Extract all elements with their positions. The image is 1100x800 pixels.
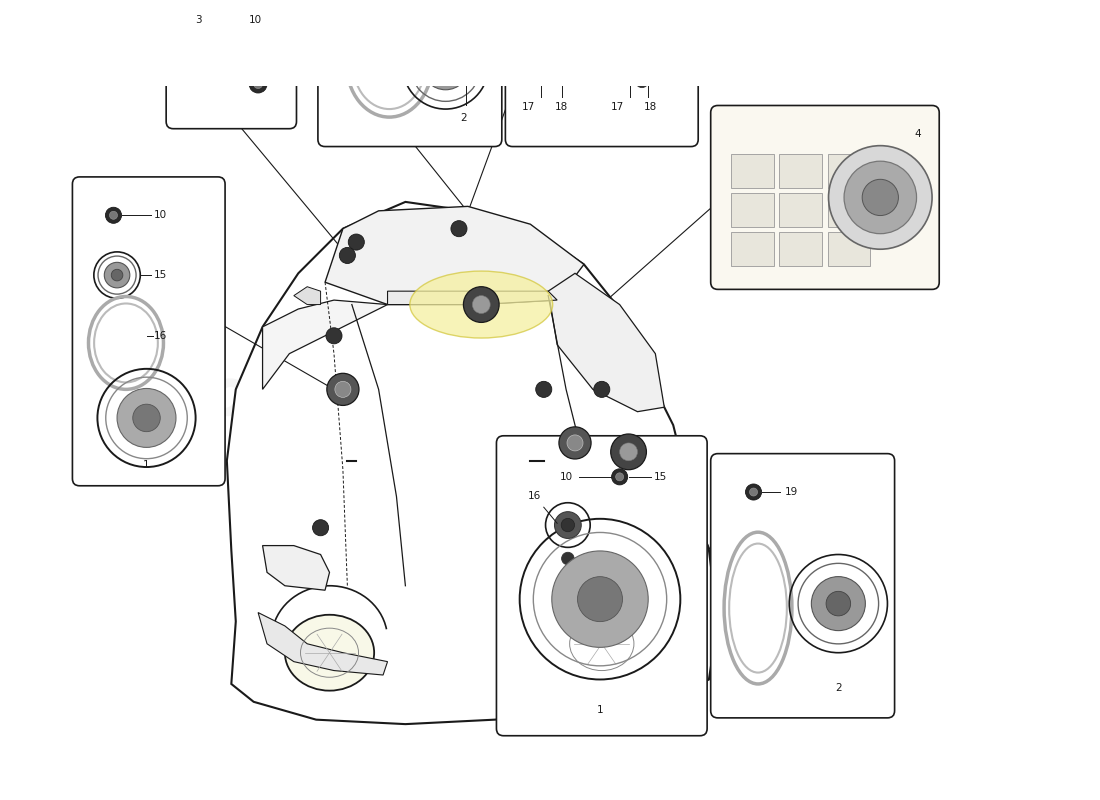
Circle shape	[616, 473, 624, 481]
Text: 19: 19	[784, 487, 798, 497]
Circle shape	[254, 80, 263, 89]
Circle shape	[536, 20, 570, 54]
Text: 18: 18	[556, 102, 569, 112]
Circle shape	[339, 247, 355, 263]
Circle shape	[554, 512, 581, 538]
Polygon shape	[258, 613, 387, 675]
Circle shape	[536, 382, 552, 398]
Text: 15: 15	[653, 472, 667, 482]
Text: 1: 1	[596, 705, 603, 715]
Text: 18: 18	[645, 102, 658, 112]
Circle shape	[544, 29, 561, 46]
FancyBboxPatch shape	[318, 0, 502, 146]
Bar	[827, 193, 870, 227]
FancyBboxPatch shape	[711, 106, 939, 290]
Bar	[780, 232, 823, 266]
Circle shape	[547, 70, 559, 82]
Bar	[191, 61, 230, 84]
FancyBboxPatch shape	[73, 177, 226, 486]
Circle shape	[327, 374, 359, 406]
Circle shape	[250, 75, 267, 93]
Ellipse shape	[197, 57, 224, 73]
Circle shape	[106, 207, 121, 223]
Text: 10: 10	[154, 210, 167, 220]
Text: 17: 17	[522, 102, 536, 112]
Polygon shape	[686, 537, 704, 572]
Ellipse shape	[410, 271, 552, 338]
Bar	[780, 154, 823, 188]
Circle shape	[110, 211, 118, 219]
Text: 17: 17	[612, 102, 625, 112]
Text: 10: 10	[250, 15, 262, 25]
Circle shape	[434, 55, 456, 77]
Text: since 1985: since 1985	[322, 627, 560, 706]
FancyBboxPatch shape	[496, 436, 707, 736]
Circle shape	[205, 58, 217, 70]
Polygon shape	[833, 0, 942, 49]
Text: 2: 2	[835, 683, 842, 693]
Circle shape	[463, 286, 499, 322]
Circle shape	[578, 577, 623, 622]
Bar	[732, 193, 774, 227]
Circle shape	[526, 14, 580, 68]
Text: 2: 2	[460, 113, 466, 122]
Circle shape	[562, 552, 574, 565]
Circle shape	[312, 520, 329, 536]
Circle shape	[626, 25, 658, 58]
Circle shape	[111, 270, 123, 281]
Text: 10: 10	[560, 472, 573, 482]
Circle shape	[451, 221, 468, 237]
Bar	[827, 154, 870, 188]
Circle shape	[749, 488, 758, 496]
Polygon shape	[263, 300, 387, 390]
Circle shape	[844, 161, 916, 234]
Circle shape	[828, 146, 932, 250]
Circle shape	[349, 234, 364, 250]
Bar	[780, 193, 823, 227]
Circle shape	[422, 42, 469, 90]
Circle shape	[634, 33, 650, 50]
Text: a parts: a parts	[243, 538, 425, 616]
Ellipse shape	[552, 604, 651, 684]
Polygon shape	[227, 202, 718, 724]
Text: 16: 16	[528, 491, 541, 501]
Circle shape	[326, 328, 342, 344]
Circle shape	[104, 262, 130, 288]
Circle shape	[472, 296, 491, 314]
Circle shape	[812, 577, 866, 630]
Polygon shape	[326, 206, 584, 305]
Circle shape	[594, 382, 609, 398]
Text: 4: 4	[915, 129, 922, 138]
Circle shape	[561, 518, 574, 532]
Polygon shape	[387, 291, 558, 305]
Circle shape	[746, 484, 761, 500]
Circle shape	[636, 75, 648, 88]
Polygon shape	[548, 274, 664, 412]
FancyBboxPatch shape	[711, 454, 894, 718]
Bar	[732, 154, 774, 188]
Polygon shape	[294, 286, 320, 305]
Ellipse shape	[285, 614, 374, 690]
Bar	[732, 232, 774, 266]
Circle shape	[610, 434, 647, 470]
Circle shape	[566, 435, 583, 451]
Circle shape	[133, 404, 161, 432]
Polygon shape	[263, 546, 330, 590]
Circle shape	[826, 591, 850, 616]
FancyBboxPatch shape	[505, 0, 698, 146]
Text: europarts: europarts	[76, 328, 449, 486]
Text: 15: 15	[154, 270, 167, 280]
Bar	[827, 232, 870, 266]
Circle shape	[612, 469, 628, 485]
Circle shape	[552, 551, 648, 647]
Circle shape	[559, 427, 591, 459]
Circle shape	[619, 443, 638, 461]
Text: 16: 16	[154, 331, 167, 341]
Circle shape	[117, 389, 176, 447]
Circle shape	[862, 179, 899, 215]
FancyBboxPatch shape	[166, 0, 297, 129]
Text: 1: 1	[143, 460, 150, 470]
Text: 3: 3	[195, 15, 201, 25]
Circle shape	[334, 382, 351, 398]
